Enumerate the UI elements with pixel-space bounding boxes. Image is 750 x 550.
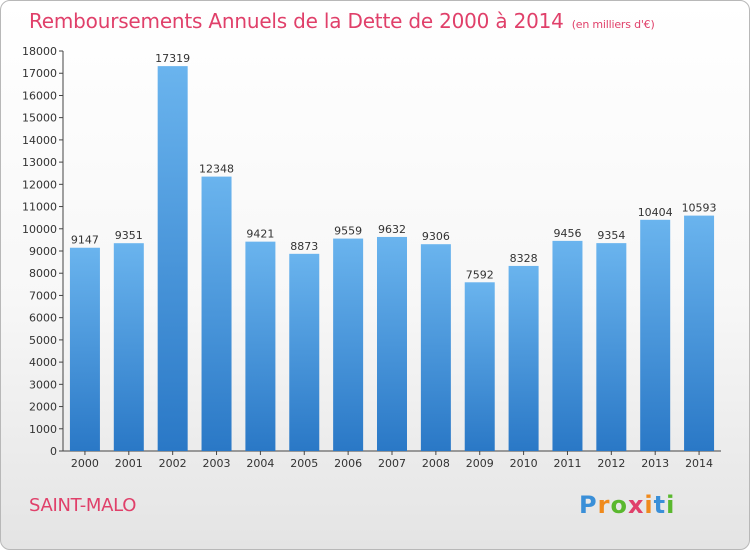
y-tick-label: 10000 bbox=[22, 223, 57, 236]
bar-2010 bbox=[508, 265, 539, 451]
bar-2002 bbox=[157, 66, 188, 451]
bar-layer bbox=[69, 66, 715, 451]
bar-2013 bbox=[640, 219, 671, 451]
y-tick-label: 4000 bbox=[29, 356, 57, 369]
data-label-2010: 8328 bbox=[510, 252, 538, 265]
chart-title-text: Remboursements Annuels de la Dette de 20… bbox=[29, 9, 564, 33]
x-tick-label-2007: 2007 bbox=[378, 457, 406, 470]
logo-letter: t bbox=[653, 491, 667, 519]
x-tick-label-2000: 2000 bbox=[71, 457, 99, 470]
y-tick-label: 3000 bbox=[29, 378, 57, 391]
bar-2009 bbox=[464, 282, 495, 451]
y-tick-label: 8000 bbox=[29, 267, 57, 280]
data-label-2012: 9354 bbox=[597, 229, 625, 242]
logo-letter: P bbox=[579, 491, 598, 519]
chart-title: Remboursements Annuels de la Dette de 20… bbox=[29, 9, 655, 33]
x-tick-label-2012: 2012 bbox=[597, 457, 625, 470]
x-tick-label-2010: 2010 bbox=[510, 457, 538, 470]
axis-layer: 0 1000 2000 3000 4000 5000 6000 7000 8000 9000 100… bbox=[22, 45, 721, 458]
bar-2011 bbox=[552, 240, 583, 451]
data-label-2008: 9306 bbox=[422, 230, 450, 243]
data-label-2002: 17319 bbox=[155, 52, 190, 65]
y-tick-label: 2000 bbox=[29, 401, 57, 414]
x-tick-label-2002: 2002 bbox=[159, 457, 187, 470]
data-label-2000: 9147 bbox=[71, 234, 99, 247]
data-label-2006: 9559 bbox=[334, 225, 362, 238]
bar-2001 bbox=[113, 243, 144, 451]
bar-2000 bbox=[69, 247, 100, 451]
y-tick-label: 18000 bbox=[22, 45, 57, 58]
data-label-2011: 9456 bbox=[553, 227, 581, 240]
data-label-2005: 8873 bbox=[290, 240, 318, 253]
logo-letter: r bbox=[597, 491, 611, 519]
x-tick-label-2013: 2013 bbox=[641, 457, 669, 470]
y-tick-label: 1000 bbox=[29, 423, 57, 436]
x-tick-label-2003: 2003 bbox=[203, 457, 231, 470]
label-layer: 2000 9147 2001 9351 2002 17319 2003 12348 2004 94… bbox=[71, 52, 717, 470]
x-tick-label-2011: 2011 bbox=[553, 457, 581, 470]
x-tick-label-2001: 2001 bbox=[115, 457, 143, 470]
x-tick-label-2006: 2006 bbox=[334, 457, 362, 470]
x-tick-label-2005: 2005 bbox=[290, 457, 318, 470]
logo-letter: o bbox=[610, 491, 628, 519]
data-label-2009: 7592 bbox=[466, 268, 494, 281]
bar-2006 bbox=[333, 238, 364, 451]
bar-2014 bbox=[684, 215, 715, 451]
y-tick-label: 16000 bbox=[22, 89, 57, 102]
y-tick-label: 15000 bbox=[22, 112, 57, 125]
logo-letter: x bbox=[627, 491, 645, 519]
y-tick-label: 12000 bbox=[22, 178, 57, 191]
chart-subtitle: (en milliers d'€) bbox=[571, 18, 655, 31]
bar-2012 bbox=[596, 243, 627, 451]
bar-2007 bbox=[377, 236, 407, 451]
x-tick-label-2009: 2009 bbox=[466, 457, 494, 470]
x-tick-label-2008: 2008 bbox=[422, 457, 450, 470]
logo-letter: i bbox=[666, 491, 676, 519]
data-label-2013: 10404 bbox=[638, 206, 673, 219]
y-tick-label: 11000 bbox=[22, 201, 57, 214]
bar-2004 bbox=[245, 241, 276, 451]
y-tick-label: 13000 bbox=[22, 156, 57, 169]
data-label-2001: 9351 bbox=[115, 229, 143, 242]
x-tick-label-2004: 2004 bbox=[246, 457, 274, 470]
logo-letter: i bbox=[644, 491, 654, 519]
city-name: SAINT-MALO bbox=[29, 495, 137, 516]
bar-2003 bbox=[201, 176, 232, 451]
data-label-2014: 10593 bbox=[682, 202, 717, 215]
y-tick-label: 0 bbox=[50, 445, 57, 458]
y-tick-label: 14000 bbox=[22, 134, 57, 147]
x-tick-label-2014: 2014 bbox=[685, 457, 713, 470]
data-label-2003: 12348 bbox=[199, 163, 234, 176]
y-tick-label: 17000 bbox=[22, 67, 57, 80]
proxiti-logo: Proxiti bbox=[579, 491, 675, 519]
data-label-2004: 9421 bbox=[246, 228, 274, 241]
bar-2008 bbox=[420, 244, 451, 451]
y-tick-label: 6000 bbox=[29, 312, 57, 325]
y-tick-label: 9000 bbox=[29, 245, 57, 258]
bar-2005 bbox=[289, 253, 320, 451]
y-tick-label: 7000 bbox=[29, 289, 57, 302]
y-tick-label: 5000 bbox=[29, 334, 57, 347]
data-label-2007: 9632 bbox=[378, 223, 406, 236]
